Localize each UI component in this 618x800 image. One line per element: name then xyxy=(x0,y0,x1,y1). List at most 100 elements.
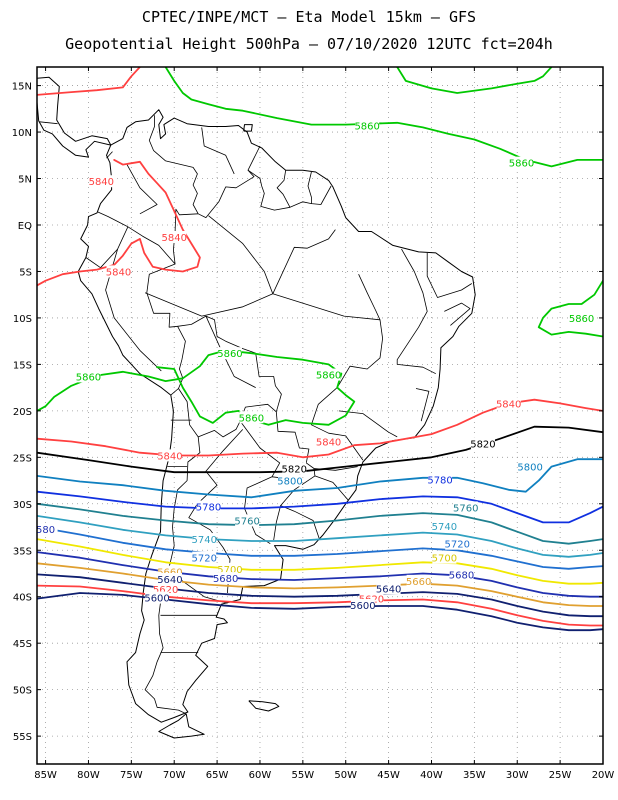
contour-label-bg xyxy=(239,411,264,424)
contour-label-bg xyxy=(449,568,474,581)
longitude-axis: 85W 80W 75W 70W 65W 60W 55W 50W 45W 40W 35W 30W 25W 2… xyxy=(34,67,614,781)
contour-5860-north xyxy=(164,67,603,168)
lon-tick-label: 70W xyxy=(163,770,186,781)
lon-tick-label: 30W xyxy=(506,770,529,781)
contour-label: 5700 xyxy=(432,554,457,565)
lat-tick-label: 15N xyxy=(12,82,32,93)
contour-labels: 5860 5860 5860 5860 5860 5860 5860 5840 5840 5840… xyxy=(33,119,594,612)
border-central-america-internal xyxy=(39,121,58,125)
contour-label: 5780 xyxy=(196,503,221,514)
contour-5840-colombia xyxy=(37,159,201,287)
contour-label: 5700 xyxy=(217,565,242,576)
border-bolivia-chile-arg xyxy=(178,388,277,438)
contour-label: 5680 xyxy=(449,570,474,581)
coastline-jamaica xyxy=(103,54,120,59)
contour-label: 580 xyxy=(36,525,55,536)
lon-tick-label: 45W xyxy=(377,770,400,781)
lat-tick-label: 10N xyxy=(12,128,32,139)
contour-label: 5780 xyxy=(427,476,452,487)
border-brazil-state-2 xyxy=(272,229,336,294)
coastline-tierra-del-fuego xyxy=(158,713,205,739)
map-frame xyxy=(36,66,604,765)
contour-label: 5640 xyxy=(157,575,182,586)
border-venezuela-internal xyxy=(201,127,235,175)
border-panama-colombia xyxy=(106,151,113,159)
border-suriname-fg xyxy=(307,171,312,204)
border-brazil-state-3 xyxy=(208,215,274,294)
contour-label-bg xyxy=(89,175,114,188)
border-brazil-state-7 xyxy=(444,302,471,326)
contour-label-bg xyxy=(509,156,534,169)
contour-5860-north-top xyxy=(396,67,553,94)
contour-5720 xyxy=(37,526,603,570)
contour-label-bg xyxy=(162,230,187,243)
contour-label-bg xyxy=(235,514,260,527)
contour-5780 xyxy=(37,490,603,524)
lon-tick-label: 65W xyxy=(206,770,229,781)
contour-label-bg xyxy=(355,119,380,132)
contour-label-bg xyxy=(76,370,101,383)
title-line-2: Geopotential Height 500hPa – 07/10/2020 … xyxy=(65,35,553,53)
border-venezuela-guyana-brazil xyxy=(198,145,261,218)
border-brazil-state-1 xyxy=(144,292,383,461)
lat-tick-label: 50S xyxy=(13,686,32,697)
lon-tick-label: 60W xyxy=(249,770,272,781)
border-colombia-internal xyxy=(126,164,158,215)
contour-label-bg xyxy=(217,562,242,575)
lon-tick-label: 40W xyxy=(420,770,443,781)
lat-tick-label: 55S xyxy=(13,732,32,743)
lat-tick-label: 15S xyxy=(13,360,32,371)
contour-label-bg xyxy=(33,522,58,535)
border-bolivia-brazil xyxy=(177,315,282,412)
contour-label: 5840 xyxy=(316,437,341,448)
contour-5760 xyxy=(37,502,603,545)
contour-label-bg xyxy=(157,449,182,462)
contour-5840-north xyxy=(37,67,141,96)
contour-label-bg xyxy=(196,500,221,513)
coastline-trinidad xyxy=(243,124,253,132)
contour-label: 5800 xyxy=(517,463,542,474)
contour-label: 5740 xyxy=(432,522,457,533)
contour-label-bg xyxy=(470,437,495,450)
contour-5840-south xyxy=(37,398,603,459)
contour-label: 5600 xyxy=(350,601,375,612)
contour-label-bg xyxy=(145,591,170,604)
lat-tick-label: 20S xyxy=(13,407,32,418)
lat-tick-label: 10S xyxy=(13,314,32,325)
lon-tick-label: 50W xyxy=(334,770,357,781)
coastline-falklands xyxy=(248,700,280,712)
border-brazil-state-11 xyxy=(314,475,349,501)
lon-tick-label: 25W xyxy=(549,770,572,781)
contour-label: 5760 xyxy=(453,503,478,514)
coastlines xyxy=(37,54,476,739)
contour-label-bg xyxy=(350,599,375,612)
lon-tick-label: 20W xyxy=(592,770,615,781)
contour-label: 5860 xyxy=(76,372,101,383)
lat-tick-label: 45S xyxy=(13,639,32,650)
contour-label-bg xyxy=(282,462,307,475)
contour-label-bg xyxy=(453,501,478,514)
lat-tick-label: 5N xyxy=(18,175,32,186)
contour-label-bg xyxy=(157,572,182,585)
contour-label: 5740 xyxy=(192,535,217,546)
border-peru-brazil xyxy=(146,263,178,328)
contour-label: 5860 xyxy=(354,121,379,132)
contour-5660 xyxy=(37,562,603,607)
contour-label-bg xyxy=(316,368,341,381)
lon-tick-label: 80W xyxy=(77,770,100,781)
contour-label: 5840 xyxy=(89,177,114,188)
contour-label-bg xyxy=(213,572,238,585)
contour-label: 5860 xyxy=(509,159,534,170)
border-peru-bolivia xyxy=(170,326,186,396)
contour-label: 5860 xyxy=(569,314,594,325)
contour-5680 xyxy=(37,551,603,598)
contour-label: 5820 xyxy=(282,464,307,475)
border-colombia-venezuela xyxy=(148,115,199,214)
height-contours xyxy=(37,67,603,632)
contour-5700 xyxy=(37,538,603,585)
lat-tick-label: 30S xyxy=(13,500,32,511)
border-brazil-state-6 xyxy=(426,252,473,298)
contour-label-bg xyxy=(518,460,543,473)
contour-label: 5840 xyxy=(161,233,186,244)
contour-label: 5800 xyxy=(277,476,302,487)
